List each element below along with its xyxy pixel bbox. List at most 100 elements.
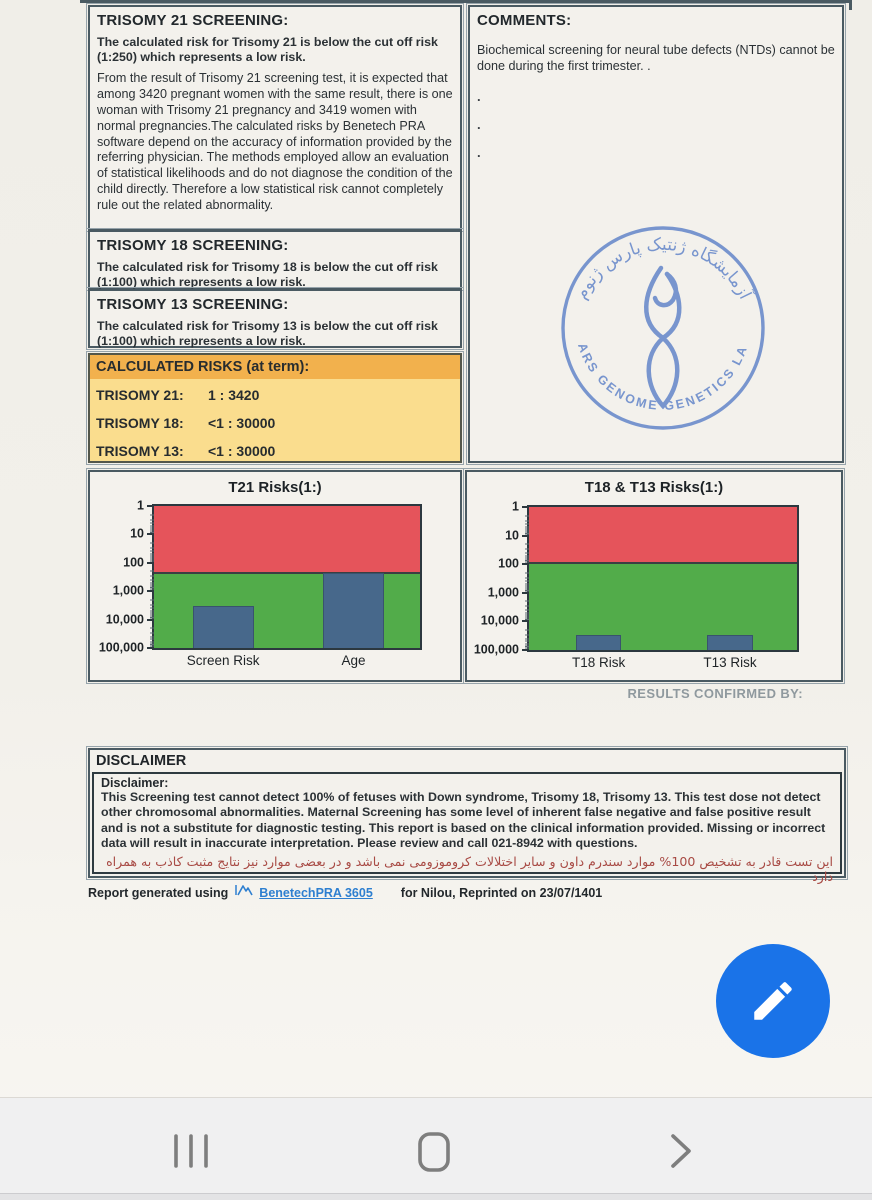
trisomy18-summary: The calculated risk for Trisomy 18 is be… — [97, 260, 438, 290]
lab-stamp: آزمایشگاه ژنتیک پارس ژنوم PARS GENOME GE… — [551, 222, 765, 430]
y-minor-tick — [525, 533, 529, 535]
calc-risk-row: TRISOMY 18: <1 : 30000 — [90, 408, 460, 435]
trisomy21-screening-box: TRISOMY 21 SCREENING: The calculated ris… — [86, 3, 464, 232]
y-minor-tick — [525, 552, 529, 554]
y-tick-mark — [522, 620, 529, 623]
y-minor-tick — [525, 600, 529, 602]
y-minor-tick — [525, 643, 529, 645]
risk-bar — [575, 635, 622, 650]
disclaimer-body-en: This Screening test cannot detect 100% o… — [101, 790, 826, 851]
scan-top-rule-corner — [849, 0, 852, 10]
y-tick-label: 100,000 — [473, 642, 519, 657]
home-icon — [418, 1132, 450, 1172]
comments-body: Biochemical screening for neural tube de… — [477, 43, 835, 73]
disclaimer-box: DISCLAIMER Disclaimer: This Screening te… — [86, 746, 848, 884]
y-minor-tick — [525, 587, 529, 589]
y-tick-mark — [147, 647, 154, 649]
y-minor-tick — [525, 515, 529, 517]
y-minor-tick — [150, 532, 154, 534]
y-minor-tick — [525, 645, 529, 647]
y-minor-tick — [525, 523, 529, 525]
trisomy18-screening-box: TRISOMY 18 SCREENING: The calculated ris… — [86, 228, 464, 291]
y-minor-tick — [150, 550, 154, 552]
y-minor-tick — [525, 590, 529, 592]
y-minor-tick — [525, 640, 529, 642]
y-minor-tick — [525, 614, 529, 616]
y-minor-tick — [150, 582, 154, 584]
y-tick-mark — [147, 590, 154, 593]
stamp-top-text: آزمایشگاه ژنتیک پارس ژنوم — [571, 235, 757, 304]
y-minor-tick — [525, 616, 529, 618]
y-minor-tick — [150, 616, 154, 618]
disclaimer-inner-box: Disclaimer: This Screening test cannot d… — [92, 772, 842, 884]
y-minor-tick — [150, 617, 154, 619]
t18-t13-risk-chart: T18 & T13 Risks(1:) 1 10 100 1,000 10,000 100… — [463, 468, 845, 684]
y-minor-tick — [150, 561, 154, 562]
y-minor-tick — [525, 532, 529, 534]
home-button[interactable] — [416, 1131, 452, 1173]
risk-bar — [707, 635, 753, 650]
y-minor-tick — [525, 543, 529, 545]
y-tick-mark — [522, 591, 529, 594]
high-risk-zone — [529, 507, 797, 565]
y-minor-tick — [150, 632, 154, 634]
navbar-bottom-strip — [0, 1193, 872, 1200]
y-minor-tick — [150, 519, 154, 521]
y-minor-tick — [525, 559, 529, 561]
y-minor-tick — [150, 638, 154, 640]
y-tick-mark — [522, 534, 529, 537]
calculated-risks-title: CALCULATED RISKS (at term): — [90, 355, 460, 379]
calc-risk-value: 1 : 3420 — [208, 387, 260, 403]
y-tick-mark — [147, 561, 154, 564]
y-minor-tick — [150, 575, 154, 577]
y-minor-tick — [150, 604, 154, 606]
trisomy21-title: TRISOMY 21 SCREENING: — [97, 12, 289, 29]
y-minor-tick — [150, 614, 154, 616]
y-minor-tick — [150, 610, 154, 612]
y-minor-tick — [525, 619, 529, 621]
y-minor-tick — [525, 577, 529, 579]
y-minor-tick — [525, 526, 529, 528]
disclaimer-heading: Disclaimer: — [101, 776, 169, 790]
y-tick-label: 10 — [505, 527, 519, 542]
y-minor-tick — [150, 522, 154, 524]
y-minor-tick — [150, 555, 154, 557]
chart-title: T18 & T13 Risks(1:) — [584, 479, 724, 496]
edit-fab-button[interactable] — [716, 944, 830, 1058]
y-minor-tick — [525, 609, 529, 611]
back-button[interactable] — [667, 1132, 695, 1170]
trisomy21-body: From the result of Trisomy 21 screening … — [97, 71, 453, 212]
calc-risk-label: TRISOMY 21: — [96, 387, 184, 403]
y-minor-tick — [525, 557, 529, 559]
y-minor-tick — [150, 542, 154, 544]
y-minor-tick — [150, 589, 154, 591]
y-tick-label: 10,000 — [480, 613, 519, 628]
y-minor-tick — [150, 644, 154, 646]
y-tick-label: 1,000 — [487, 585, 519, 600]
y-minor-tick — [525, 555, 529, 557]
y-minor-tick — [525, 548, 529, 550]
stamp-outer-circle — [561, 226, 765, 430]
y-minor-tick — [525, 562, 529, 564]
benetech-software-link: BenetechPRA 3605 — [259, 886, 373, 900]
calc-risk-row: TRISOMY 21: 1 : 3420 — [90, 380, 460, 407]
disclaimer-title: DISCLAIMER — [96, 753, 187, 769]
calc-risk-row: TRISOMY 13: <1 : 30000 — [90, 436, 460, 463]
y-minor-tick — [150, 627, 154, 629]
y-tick-label: 1 — [512, 499, 519, 514]
recents-button[interactable] — [171, 1133, 211, 1169]
y-tick-mark — [522, 563, 529, 566]
y-tick-label: 10 — [130, 526, 144, 541]
t21-risk-chart: T21 Risks(1:) 1 10 100 1,000 10,000 100,000 Sc… — [86, 468, 464, 684]
comments-dot: . — [477, 116, 481, 132]
footer-suffix: for Nilou, Reprinted on 23/07/1401 — [400, 886, 603, 900]
y-tick-mark — [147, 505, 154, 507]
t21-chart-plot: 1 10 100 1,000 10,000 100,000 Screen Risk Age — [99, 498, 422, 668]
comments-dot: . — [477, 88, 481, 104]
trisomy13-summary: The calculated risk for Trisomy 13 is be… — [97, 319, 438, 349]
y-tick-mark — [147, 533, 154, 536]
pencil-edit-icon — [754, 982, 792, 1020]
high-risk-zone — [154, 506, 420, 575]
calc-risk-label: TRISOMY 13: — [96, 443, 184, 459]
